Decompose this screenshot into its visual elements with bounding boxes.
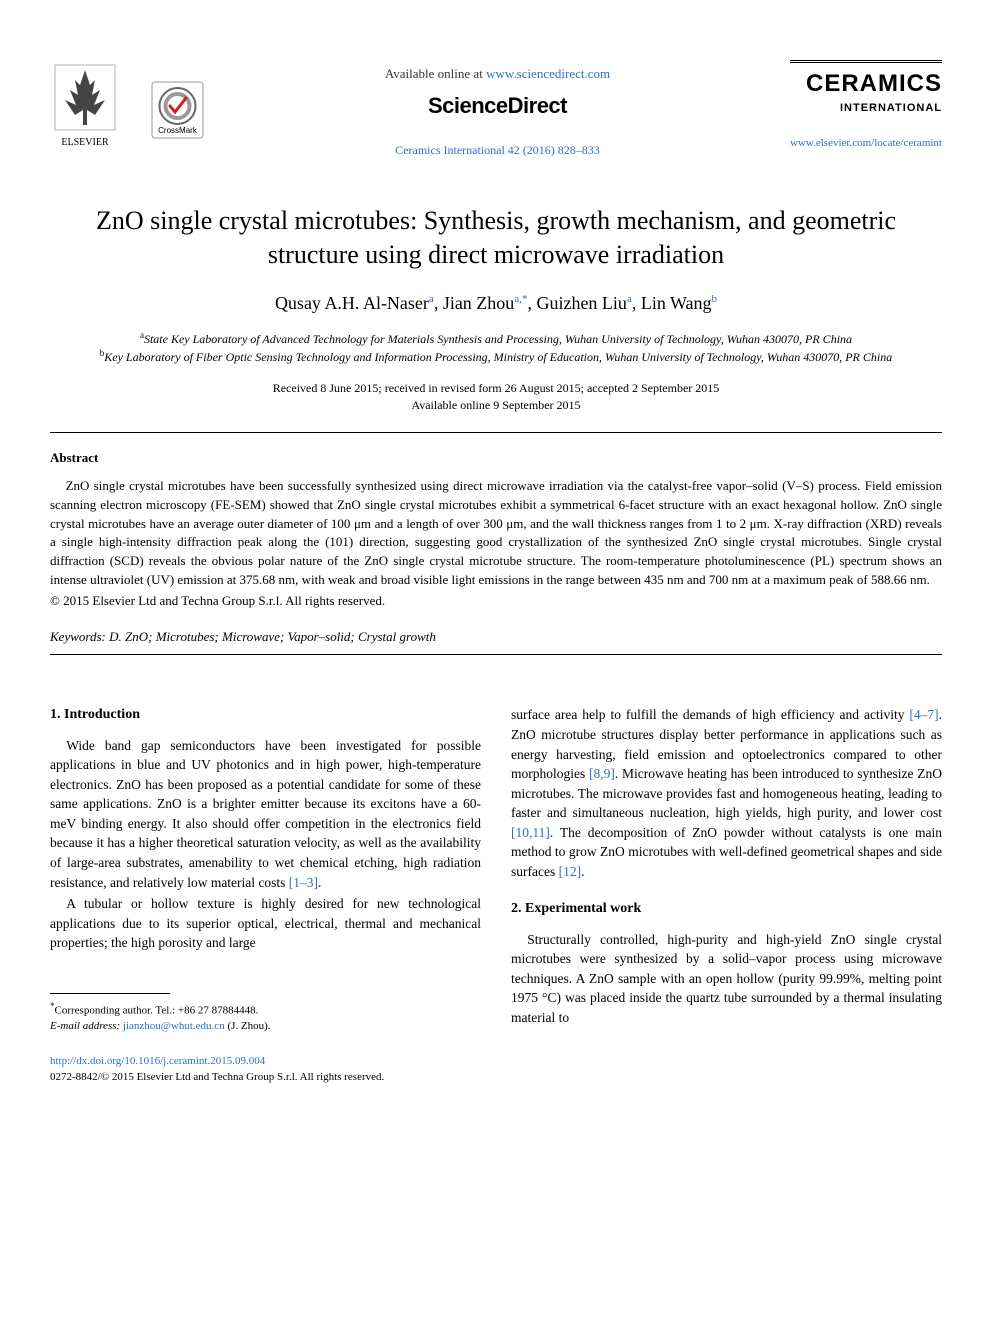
- abstract-copyright: © 2015 Elsevier Ltd and Techna Group S.r…: [50, 592, 942, 610]
- abstract-heading: Abstract: [50, 449, 942, 467]
- aff-b-text: Key Laboratory of Fiber Optic Sensing Te…: [104, 350, 892, 364]
- intro-p2: A tubular or hollow texture is highly de…: [50, 894, 481, 953]
- available-prefix: Available online at: [385, 66, 486, 81]
- ref-10-11[interactable]: [10,11]: [511, 825, 550, 840]
- keywords-label: Keywords:: [50, 629, 106, 644]
- experimental-heading: 2. Experimental work: [511, 899, 942, 919]
- available-online-text: Available online at www.sciencedirect.co…: [205, 65, 790, 83]
- author-1-aff: a: [429, 293, 434, 305]
- page-header: ELSEVIER CrossMark Available online at w…: [50, 60, 942, 159]
- sciencedirect-wordmark: ScienceDirect: [205, 91, 790, 122]
- rule-below-keywords: [50, 654, 942, 655]
- ceramics-logo: CERAMICS INTERNATIONAL: [790, 60, 942, 116]
- doi-link[interactable]: http://dx.doi.org/10.1016/j.ceramint.201…: [50, 1055, 265, 1067]
- dates-received: Received 8 June 2015; received in revise…: [50, 380, 942, 397]
- author-3: Guizhen Liu: [536, 293, 626, 313]
- affiliation-a: aState Key Laboratory of Advanced Techno…: [50, 329, 942, 348]
- article-title: ZnO single crystal microtubes: Synthesis…: [80, 204, 912, 272]
- keywords-text: D. ZnO; Microtubes; Microwave; Vapor–sol…: [106, 629, 436, 644]
- body-columns: 1. Introduction Wide band gap semiconduc…: [50, 705, 942, 1034]
- exp-p1: Structurally controlled, high-purity and…: [511, 930, 942, 1028]
- keywords: Keywords: D. ZnO; Microtubes; Microwave;…: [50, 628, 942, 646]
- publisher-logos: ELSEVIER CrossMark: [50, 60, 205, 157]
- abstract-section: Abstract ZnO single crystal microtubes h…: [50, 449, 942, 610]
- elsevier-logo[interactable]: ELSEVIER: [50, 60, 120, 157]
- article-dates: Received 8 June 2015; received in revise…: [50, 380, 942, 414]
- affiliation-b: bKey Laboratory of Fiber Optic Sensing T…: [50, 347, 942, 366]
- issn-copyright: 0272-8842/© 2015 Elsevier Ltd and Techna…: [50, 1070, 942, 1085]
- ref-1-3[interactable]: [1–3]: [289, 875, 318, 890]
- author-2-corr: *: [522, 293, 528, 305]
- journal-branding: CERAMICS INTERNATIONAL www.elsevier.com/…: [790, 60, 942, 151]
- affiliations: aState Key Laboratory of Advanced Techno…: [50, 329, 942, 367]
- crossmark-logo[interactable]: CrossMark: [150, 80, 205, 157]
- dates-online: Available online 9 September 2015: [50, 397, 942, 414]
- author-2-aff: a,: [514, 293, 522, 305]
- author-4: Lin Wang: [641, 293, 712, 313]
- intro-heading: 1. Introduction: [50, 705, 481, 725]
- svg-text:CrossMark: CrossMark: [158, 126, 198, 135]
- ref-4-7[interactable]: [4–7]: [909, 707, 938, 722]
- aff-a-text: State Key Laboratory of Advanced Technol…: [144, 332, 852, 346]
- ceramics-main-text: CERAMICS: [790, 67, 942, 101]
- author-list: Qusay A.H. Al-Nasera, Jian Zhoua,*, Guiz…: [50, 291, 942, 316]
- abstract-text: ZnO single crystal microtubes have been …: [50, 477, 942, 590]
- sciencedirect-link[interactable]: www.sciencedirect.com: [486, 66, 610, 81]
- journal-url-link[interactable]: www.elsevier.com/locate/ceramint: [790, 137, 942, 149]
- footnote-rule: [50, 993, 170, 994]
- col2-continuation: surface area help to fulfill the demands…: [511, 705, 942, 881]
- journal-reference: Ceramics International 42 (2016) 828–833: [205, 142, 790, 159]
- svg-text:ELSEVIER: ELSEVIER: [61, 137, 109, 148]
- corresponding-footnote: *Corresponding author. Tel.: +86 27 8788…: [50, 1000, 481, 1034]
- email-suffix: (J. Zhou).: [225, 1020, 271, 1032]
- ref-8-9[interactable]: [8,9]: [589, 766, 615, 781]
- intro-p1: Wide band gap semiconductors have been i…: [50, 736, 481, 893]
- doi-line: http://dx.doi.org/10.1016/j.ceramint.201…: [50, 1054, 942, 1069]
- center-header: Available online at www.sciencedirect.co…: [205, 60, 790, 159]
- author-2: Jian Zhou: [443, 293, 515, 313]
- journal-ref-link[interactable]: Ceramics International 42 (2016) 828–833: [395, 143, 600, 157]
- author-3-aff: a: [627, 293, 632, 305]
- author-4-aff: b: [712, 293, 718, 305]
- author-1: Qusay A.H. Al-Naser: [275, 293, 429, 313]
- col2-p1e: .: [581, 864, 584, 879]
- rule-above-abstract: [50, 432, 942, 433]
- corr-text: Corresponding author. Tel.: +86 27 87884…: [55, 1005, 259, 1017]
- email-label: E-mail address:: [50, 1020, 123, 1032]
- intro-p1-end: .: [318, 875, 321, 890]
- right-column: surface area help to fulfill the demands…: [511, 705, 942, 1034]
- journal-url: www.elsevier.com/locate/ceramint: [790, 136, 942, 151]
- intro-p1-text: Wide band gap semiconductors have been i…: [50, 738, 481, 890]
- ceramics-sub-text: INTERNATIONAL: [790, 101, 942, 116]
- col2-p1a: surface area help to fulfill the demands…: [511, 707, 909, 722]
- corr-email-link[interactable]: jianzhou@whut.edu.cn: [123, 1020, 225, 1032]
- ref-12[interactable]: [12]: [559, 864, 582, 879]
- left-column: 1. Introduction Wide band gap semiconduc…: [50, 705, 481, 1034]
